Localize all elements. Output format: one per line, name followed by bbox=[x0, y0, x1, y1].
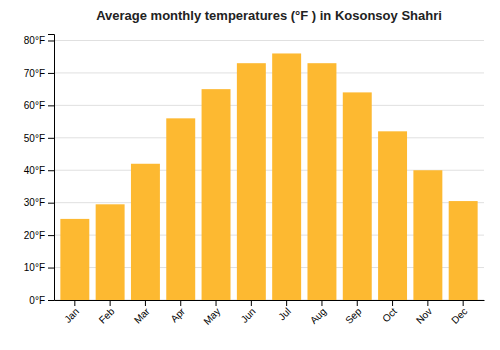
tick-mark bbox=[48, 235, 54, 236]
tick-mark bbox=[216, 300, 217, 306]
bar bbox=[449, 201, 478, 300]
axis-line bbox=[55, 300, 485, 301]
x-tick-label: Nov bbox=[414, 306, 434, 326]
x-tick-label: Aug bbox=[308, 306, 328, 326]
y-tick: 0°F bbox=[29, 295, 54, 306]
x-tick-label: Feb bbox=[97, 305, 117, 325]
x-tick: Feb bbox=[97, 300, 117, 326]
y-tick: 10°F bbox=[24, 262, 54, 273]
y-tick: 60°F bbox=[24, 100, 54, 111]
bar bbox=[413, 170, 442, 300]
x-tick: Mar bbox=[132, 300, 152, 326]
x-tick-label: Dec bbox=[449, 306, 469, 326]
tick-mark bbox=[286, 300, 287, 306]
tick-mark bbox=[74, 300, 75, 306]
tick-mark bbox=[48, 268, 54, 269]
y-tick-label: 50°F bbox=[24, 133, 45, 144]
x-tick-label: Jan bbox=[62, 306, 81, 325]
chart-svg: Jan Feb Mar Apr May Jun Jul Aug Sep Oct Nov Dec 0°F 1… bbox=[0, 0, 500, 350]
tick-mark bbox=[48, 40, 54, 41]
y-tick-label: 80°F bbox=[24, 35, 45, 46]
y-tick-label: 0°F bbox=[29, 295, 45, 306]
x-tick-label: Jul bbox=[276, 306, 293, 323]
x-tick-label: Sep bbox=[343, 305, 364, 326]
x-tick: May bbox=[201, 300, 222, 327]
tick-mark bbox=[180, 300, 181, 306]
bar bbox=[60, 219, 89, 300]
y-tick-label: 10°F bbox=[24, 262, 45, 273]
y-tick-label: 70°F bbox=[24, 68, 45, 79]
tick-mark bbox=[48, 203, 54, 204]
bar bbox=[272, 53, 301, 300]
y-tick: 40°F bbox=[24, 165, 54, 176]
bars bbox=[60, 53, 477, 300]
x-tick-label: Mar bbox=[132, 305, 152, 325]
bar bbox=[96, 204, 125, 300]
x-tick: Jul bbox=[276, 300, 293, 322]
tick-mark bbox=[48, 105, 54, 106]
x-tick: Sep bbox=[343, 300, 364, 326]
title: Average monthly temperatures (°F ) in Ko… bbox=[96, 8, 442, 23]
y-tick-label: 60°F bbox=[24, 100, 45, 111]
tick-mark bbox=[357, 300, 358, 306]
tick-mark bbox=[48, 170, 54, 171]
grid-line bbox=[54, 105, 484, 106]
tick-mark bbox=[463, 300, 464, 306]
bar bbox=[237, 63, 266, 300]
y-tick: 30°F bbox=[24, 197, 54, 208]
grid-line bbox=[54, 137, 484, 138]
tick-mark bbox=[48, 138, 54, 139]
y-tick-label: 30°F bbox=[24, 197, 45, 208]
x-tick: Apr bbox=[168, 300, 187, 324]
bar bbox=[202, 89, 231, 300]
tick-mark bbox=[48, 300, 54, 301]
bar bbox=[307, 63, 336, 300]
x-tick-label: Apr bbox=[168, 305, 187, 324]
tick-mark bbox=[145, 300, 146, 306]
bar bbox=[378, 131, 407, 300]
y-tick-label: 40°F bbox=[24, 165, 45, 176]
x-tick: Aug bbox=[308, 300, 328, 326]
tick-mark bbox=[427, 300, 428, 306]
tick-mark bbox=[110, 300, 111, 306]
axis-line bbox=[48, 35, 55, 301]
x-tick-label: Oct bbox=[380, 306, 399, 325]
chart-container: Jan Feb Mar Apr May Jun Jul Aug Sep Oct Nov Dec 0°F 1… bbox=[0, 0, 500, 350]
y-tick: 80°F bbox=[24, 35, 54, 46]
x-tick: Jun bbox=[239, 300, 258, 325]
x-tick-label: May bbox=[201, 306, 222, 327]
tick-mark bbox=[251, 300, 252, 306]
grid-line bbox=[54, 72, 484, 73]
x-axis: Jan Feb Mar Apr May Jun Jul Aug Sep Oct Nov Dec bbox=[55, 300, 485, 327]
bar bbox=[131, 164, 160, 300]
grid-line bbox=[54, 40, 484, 41]
y-tick: 20°F bbox=[24, 230, 54, 241]
x-tick: Jan bbox=[62, 300, 81, 325]
bar bbox=[166, 118, 195, 300]
grid bbox=[54, 40, 484, 300]
tick-mark bbox=[48, 73, 54, 74]
x-tick: Nov bbox=[414, 300, 434, 326]
tick-mark bbox=[321, 300, 322, 306]
x-tick-label: Jun bbox=[239, 306, 258, 325]
y-tick: 70°F bbox=[24, 68, 54, 79]
tick-mark bbox=[392, 300, 393, 306]
y-tick: 50°F bbox=[24, 133, 54, 144]
y-axis: 0°F 10°F 20°F 30°F 40°F 50°F 60°F 70°F 80°F bbox=[24, 35, 55, 306]
y-tick-label: 20°F bbox=[24, 230, 45, 241]
x-tick: Dec bbox=[449, 300, 469, 326]
bar bbox=[343, 92, 372, 300]
x-tick: Oct bbox=[380, 300, 399, 324]
